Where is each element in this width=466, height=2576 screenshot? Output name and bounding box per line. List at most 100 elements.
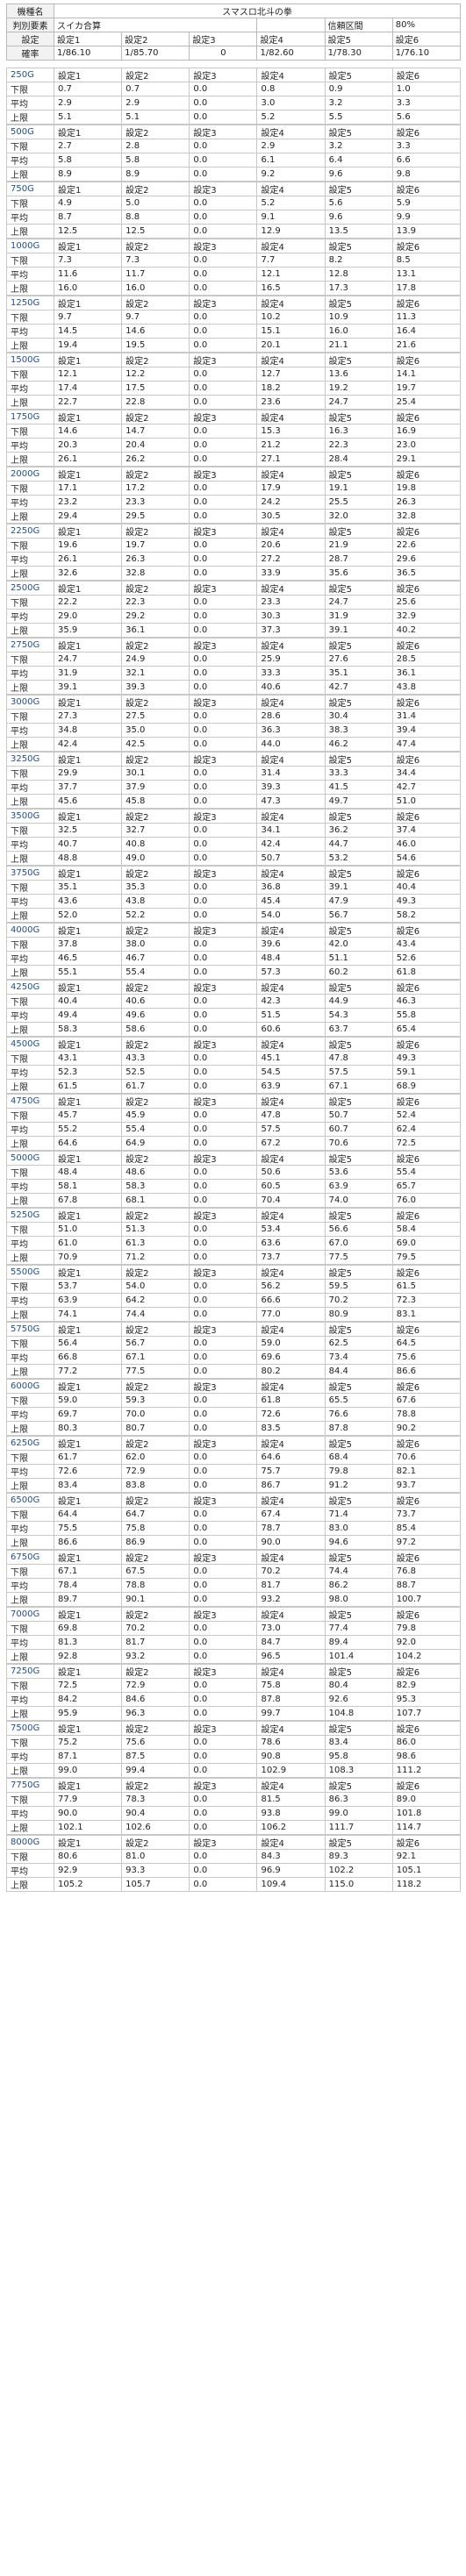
- table-row-avg: 平均 17.4 17.5 0.0 18.2 19.2 19.7: [6, 381, 462, 396]
- value-cell: 40.8: [121, 837, 190, 852]
- setting-header: 設定2: [121, 68, 190, 82]
- games-block: 3500G 設定1 設定2 設定3 設定4 設定5 設定6 下限 32.5 32.7 0.0 34.1…: [6, 809, 462, 866]
- setting-header: 設定5: [324, 1664, 393, 1679]
- row-label: 上限: [6, 965, 54, 980]
- value-cell: 0.0: [189, 1236, 258, 1251]
- value-cell: 0.0: [189, 1692, 258, 1707]
- table-row-low: 下限 14.6 14.7 0.0 15.3 16.3 16.9: [6, 424, 462, 439]
- value-cell: 3.3: [391, 139, 462, 153]
- table-row-high: 上限 55.1 55.4 0.0 57.3 60.2 61.8: [6, 965, 462, 980]
- value-cell: 0.0: [189, 595, 258, 610]
- value-cell: 17.9: [256, 481, 326, 496]
- value-cell: 64.5: [391, 1336, 462, 1351]
- value-cell: 52.0: [53, 908, 123, 923]
- row-label: 平均: [6, 324, 54, 339]
- value-cell: 35.9: [53, 623, 123, 638]
- value-cell: 22.6: [391, 538, 462, 553]
- value-cell: 14.6: [121, 324, 190, 339]
- value-cell: 68.9: [391, 1079, 462, 1094]
- row-label: 平均: [6, 951, 54, 966]
- setting-header: 設定3: [189, 296, 258, 310]
- value-cell: 93.2: [256, 1592, 326, 1607]
- value-cell: 12.9: [256, 224, 326, 239]
- value-cell: 0.0: [189, 367, 258, 382]
- machine-label: 機種名: [6, 4, 54, 18]
- value-cell: 40.6: [256, 680, 326, 695]
- setting-header: 設定2: [121, 467, 190, 482]
- table-row-high: 上限 52.0 52.2 0.0 54.0 56.7 58.2: [6, 908, 462, 923]
- games-label: 7250G: [6, 1664, 54, 1679]
- value-cell: 0.0: [189, 153, 258, 168]
- games-label: 4750G: [6, 1094, 54, 1109]
- setting-header: 設定2: [121, 125, 190, 139]
- games-block: 4750G 設定1 設定2 設定3 設定4 設定5 設定6 下限 45.7 45.9 0.0 47.8…: [6, 1094, 462, 1151]
- value-cell: 54.5: [256, 1065, 326, 1080]
- value-cell: 80.9: [324, 1307, 393, 1322]
- value-cell: 51.3: [121, 1222, 190, 1237]
- value-cell: 28.7: [324, 552, 393, 567]
- value-cell: 29.9: [53, 766, 123, 781]
- block-header-row: 7250G 設定1 設定2 設定3 設定4 設定5 設定6: [6, 1664, 462, 1679]
- row-label: 上限: [6, 794, 54, 809]
- value-cell: 11.7: [121, 267, 190, 282]
- value-cell: 0.0: [189, 1849, 258, 1864]
- setting-header: 設定4: [256, 1721, 326, 1736]
- games-label: 5250G: [6, 1208, 54, 1223]
- setting-header: 設定3: [189, 410, 258, 425]
- value-cell: 81.7: [256, 1578, 326, 1593]
- value-cell: 0.0: [189, 1535, 258, 1550]
- value-cell: 40.7: [53, 837, 123, 852]
- games-block: 7750G 設定1 設定2 設定3 設定4 設定5 設定6 下限 77.9 78.3 0.0 81.5…: [6, 1778, 462, 1835]
- value-cell: 70.4: [256, 1193, 326, 1208]
- value-cell: 5.2: [256, 196, 326, 211]
- value-cell: 0.0: [189, 1478, 258, 1493]
- table-row-low: 下限 45.7 45.9 0.0 47.8 50.7 52.4: [6, 1108, 462, 1123]
- value-cell: 41.5: [324, 780, 393, 795]
- block-header-row: 5000G 設定1 設定2 設定3 設定4 設定5 設定6: [6, 1151, 462, 1166]
- value-cell: 31.4: [391, 709, 462, 724]
- setting-header: 設定1: [53, 1664, 123, 1679]
- row-label: 上限: [6, 851, 54, 866]
- row-label: 平均: [6, 609, 54, 624]
- setting-header: 設定1: [53, 68, 123, 82]
- value-cell: 26.1: [53, 552, 123, 567]
- setting-header: 設定4: [256, 695, 326, 710]
- row-label: 上限: [6, 1649, 54, 1664]
- value-cell: 16.4: [391, 324, 462, 339]
- table-row-high: 上限 99.0 99.4 0.0 102.9 108.3 111.2: [6, 1763, 462, 1778]
- value-cell: 64.7: [121, 1507, 190, 1522]
- value-cell: 58.3: [121, 1179, 190, 1194]
- table-row-high: 上限 12.5 12.5 0.0 12.9 13.5 13.9: [6, 224, 462, 239]
- value-cell: 0.0: [189, 1806, 258, 1821]
- value-cell: 0.0: [189, 509, 258, 524]
- table-row-low: 下限 4.9 5.0 0.0 5.2 5.6 5.9: [6, 196, 462, 211]
- value-cell: 37.8: [53, 937, 123, 952]
- table-row-high: 上限 39.1 39.3 0.0 40.6 42.7 43.8: [6, 680, 462, 695]
- value-cell: 62.4: [391, 1122, 462, 1137]
- setting-header: 設定4: [256, 1778, 326, 1793]
- row-label: 下限: [6, 310, 54, 325]
- games-label: 7500G: [6, 1721, 54, 1736]
- games-label: 8000G: [6, 1835, 54, 1850]
- games-label: 2000G: [6, 467, 54, 482]
- setting-header: 設定5: [324, 1037, 393, 1052]
- setting-header: 設定2: [121, 980, 190, 995]
- row-label: 平均: [6, 1065, 54, 1080]
- value-cell: 17.8: [391, 281, 462, 296]
- setting-header: 設定4: [256, 1379, 326, 1394]
- setting-header: 設定1: [53, 125, 123, 139]
- value-cell: 42.5: [121, 737, 190, 752]
- value-cell: 87.1: [53, 1749, 123, 1764]
- value-cell: 65.4: [391, 1022, 462, 1037]
- setting-col: 設定3: [189, 32, 258, 46]
- value-cell: 63.7: [324, 1022, 393, 1037]
- setting-header: 設定3: [189, 1607, 258, 1622]
- block-header-row: 2000G 設定1 設定2 設定3 設定4 設定5 設定6: [6, 467, 462, 482]
- setting-header: 設定4: [256, 1322, 326, 1337]
- value-cell: 9.6: [324, 167, 393, 182]
- value-cell: 17.5: [121, 381, 190, 396]
- value-cell: 0.0: [189, 1193, 258, 1208]
- row-label: 平均: [6, 210, 54, 225]
- table-row-high: 上限 42.4 42.5 0.0 44.0 46.2 47.4: [6, 737, 462, 752]
- value-cell: 84.4: [324, 1364, 393, 1379]
